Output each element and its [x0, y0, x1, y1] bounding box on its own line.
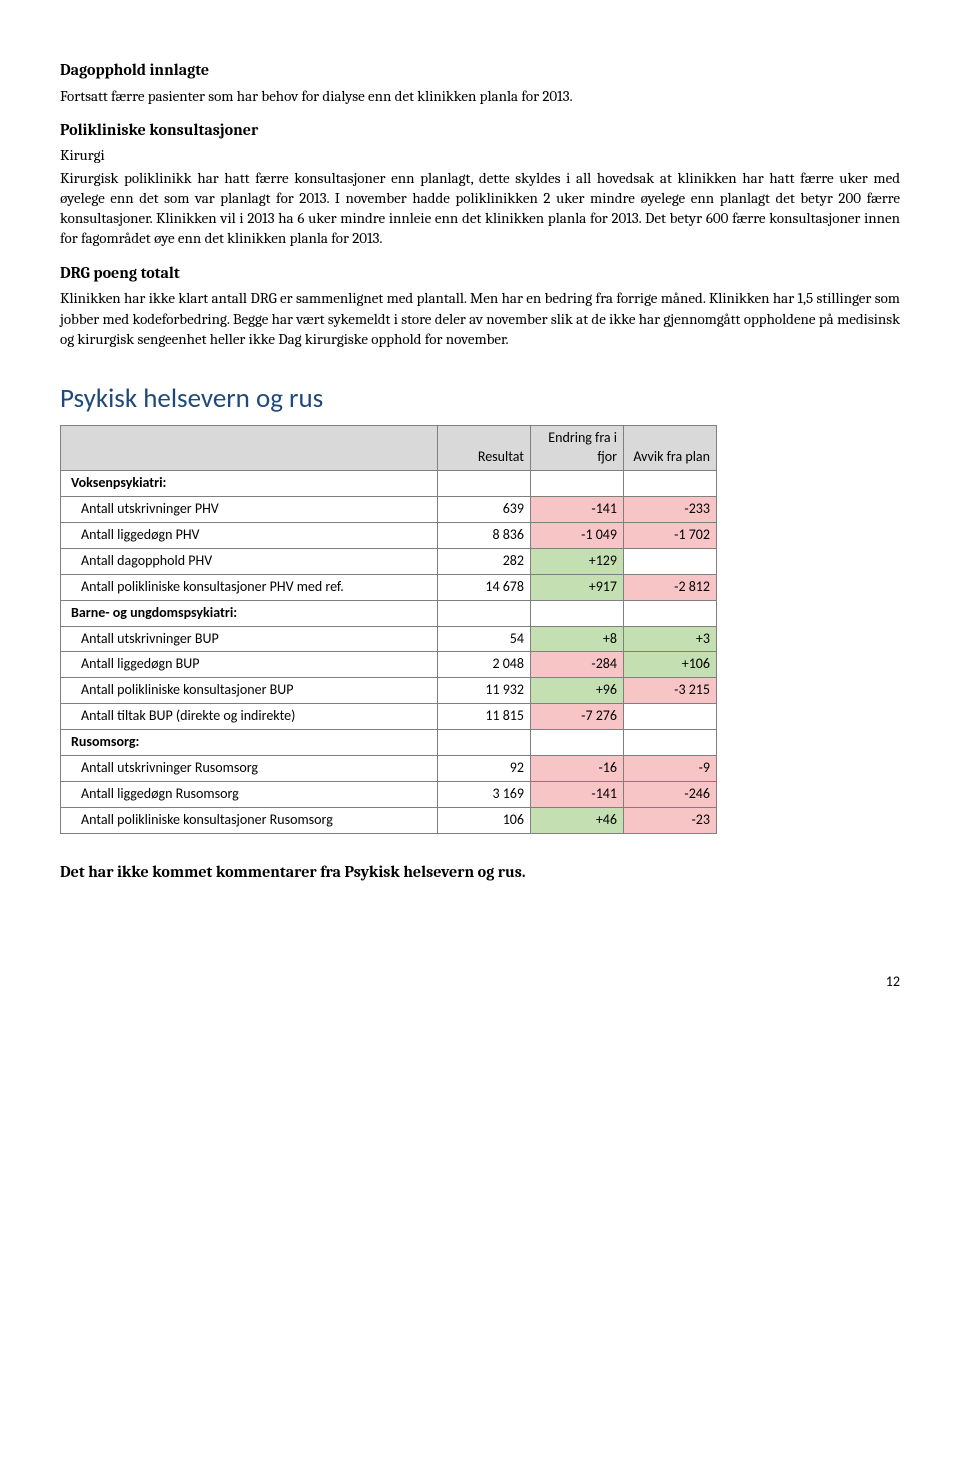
group-empty-cell [531, 471, 624, 497]
heading-drg: DRG poeng totalt [60, 263, 900, 285]
cell-resultat: 639 [438, 497, 531, 523]
table-group-row: Rusomsorg: [61, 730, 717, 756]
cell-avvik [624, 548, 717, 574]
table-group-row: Barne- og ungdomspsykiatri: [61, 600, 717, 626]
subheading-kirurgi: Kirurgi [60, 145, 900, 165]
table-row: Antall polikliniske konsultasjoner Rusom… [61, 807, 717, 833]
table-row: Antall utskrivninger Rusomsorg92-16-9 [61, 756, 717, 782]
group-label: Barne- og ungdomspsykiatri: [61, 600, 438, 626]
row-label: Antall tiltak BUP (direkte og indirekte) [61, 704, 438, 730]
cell-endring: +917 [531, 574, 624, 600]
row-label: Antall utskrivninger BUP [61, 626, 438, 652]
group-empty-cell [531, 600, 624, 626]
cell-resultat: 11 815 [438, 704, 531, 730]
cell-endring: -1 049 [531, 523, 624, 549]
row-label: Antall liggedøgn PHV [61, 523, 438, 549]
row-label: Antall liggedøgn Rusomsorg [61, 781, 438, 807]
cell-endring: +8 [531, 626, 624, 652]
cell-endring: +129 [531, 548, 624, 574]
cell-resultat: 3 169 [438, 781, 531, 807]
cell-avvik: +106 [624, 652, 717, 678]
group-label: Rusomsorg: [61, 730, 438, 756]
table-row: Antall liggedøgn Rusomsorg3 169-141-246 [61, 781, 717, 807]
header-endring: Endring fra i fjor [531, 426, 624, 471]
cell-endring: -284 [531, 652, 624, 678]
cell-avvik: +3 [624, 626, 717, 652]
table-row: Antall liggedøgn PHV8 836-1 049-1 702 [61, 523, 717, 549]
section-title-psykisk: Psykisk helsevern og rus [60, 381, 900, 417]
cell-resultat: 14 678 [438, 574, 531, 600]
group-empty-cell [624, 471, 717, 497]
cell-avvik: -246 [624, 781, 717, 807]
group-empty-cell [438, 730, 531, 756]
footer-note: Det har ikke kommet kommentarer fra Psyk… [60, 862, 900, 884]
table-row: Antall utskrivninger PHV639-141-233 [61, 497, 717, 523]
group-empty-cell [438, 471, 531, 497]
cell-resultat: 54 [438, 626, 531, 652]
row-label: Antall utskrivninger PHV [61, 497, 438, 523]
cell-resultat: 106 [438, 807, 531, 833]
group-label: Voksenpsykiatri: [61, 471, 438, 497]
cell-resultat: 282 [438, 548, 531, 574]
cell-endring: +96 [531, 678, 624, 704]
cell-endring: -141 [531, 781, 624, 807]
group-empty-cell [624, 600, 717, 626]
table-header-row: Resultat Endring fra i fjor Avvik fra pl… [61, 426, 717, 471]
cell-avvik: -23 [624, 807, 717, 833]
cell-endring: -16 [531, 756, 624, 782]
cell-resultat: 2 048 [438, 652, 531, 678]
para-kirurgi: Kirurgisk poliklinikk har hatt færre kon… [60, 168, 900, 249]
table-row: Antall tiltak BUP (direkte og indirekte)… [61, 704, 717, 730]
header-blank [61, 426, 438, 471]
header-resultat: Resultat [438, 426, 531, 471]
row-label: Antall utskrivninger Rusomsorg [61, 756, 438, 782]
cell-avvik: -233 [624, 497, 717, 523]
table-row: Antall dagopphold PHV282+129 [61, 548, 717, 574]
table-group-row: Voksenpsykiatri: [61, 471, 717, 497]
table-row: Antall utskrivninger BUP54+8+3 [61, 626, 717, 652]
cell-avvik: -1 702 [624, 523, 717, 549]
cell-endring: +46 [531, 807, 624, 833]
page-number: 12 [60, 973, 900, 992]
cell-avvik [624, 704, 717, 730]
cell-endring: -7 276 [531, 704, 624, 730]
heading-polikliniske: Polikliniske konsultasjoner [60, 120, 900, 142]
group-empty-cell [438, 600, 531, 626]
header-avvik: Avvik fra plan [624, 426, 717, 471]
cell-avvik: -9 [624, 756, 717, 782]
para-dagopphold: Fortsatt færre pasienter som har behov f… [60, 86, 900, 106]
cell-resultat: 92 [438, 756, 531, 782]
data-table: Resultat Endring fra i fjor Avvik fra pl… [60, 425, 717, 833]
row-label: Antall dagopphold PHV [61, 548, 438, 574]
row-label: Antall polikliniske konsultasjoner Rusom… [61, 807, 438, 833]
cell-avvik: -3 215 [624, 678, 717, 704]
group-empty-cell [624, 730, 717, 756]
cell-resultat: 11 932 [438, 678, 531, 704]
cell-endring: -141 [531, 497, 624, 523]
table-row: Antall liggedøgn BUP2 048-284+106 [61, 652, 717, 678]
heading-dagopphold: Dagopphold innlagte [60, 60, 900, 82]
row-label: Antall polikliniske konsultasjoner BUP [61, 678, 438, 704]
row-label: Antall polikliniske konsultasjoner PHV m… [61, 574, 438, 600]
row-label: Antall liggedøgn BUP [61, 652, 438, 678]
table-row: Antall polikliniske konsultasjoner BUP11… [61, 678, 717, 704]
cell-resultat: 8 836 [438, 523, 531, 549]
para-drg: Klinikken har ikke klart antall DRG er s… [60, 288, 900, 349]
group-empty-cell [531, 730, 624, 756]
table-row: Antall polikliniske konsultasjoner PHV m… [61, 574, 717, 600]
cell-avvik: -2 812 [624, 574, 717, 600]
